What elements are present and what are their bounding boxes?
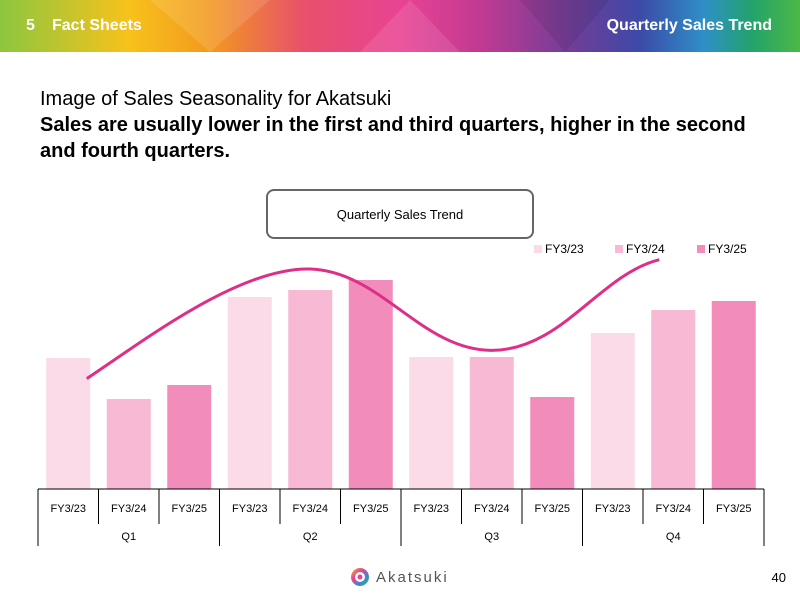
tick-label: FY3/24	[293, 503, 328, 515]
slide-heading: Image of Sales Seasonality for Akatsuki	[40, 88, 392, 110]
legend-label: FY3/24	[626, 242, 665, 256]
legend-swatch	[697, 245, 705, 253]
trend-line	[85, 258, 660, 380]
bar-q4-fy324	[651, 310, 696, 489]
tick-label: FY3/25	[353, 503, 388, 515]
tick-label: FY3/23	[595, 503, 630, 515]
banner-decoration	[150, 0, 270, 52]
bar-q4-fy323	[590, 333, 635, 489]
tick-label: FY3/23	[414, 503, 449, 515]
bar-q1-fy323	[46, 358, 91, 489]
bar-q2-fy323	[227, 297, 272, 489]
bar-q3-fy325	[530, 397, 575, 489]
tick-label: FY3/24	[474, 503, 509, 515]
logo-text: Akatsuki	[376, 568, 449, 586]
chart-title: Quarterly Sales Trend	[266, 189, 534, 239]
slide-subheading: Sales are usually lower in the first and…	[40, 114, 746, 162]
bar-q4-fy325	[711, 301, 756, 489]
akatsuki-logo: Akatsuki	[350, 567, 449, 587]
group-label-q2: Q2	[303, 531, 318, 543]
legend-swatch	[534, 245, 542, 253]
group-label-q1: Q1	[121, 531, 136, 543]
banner-decoration	[360, 0, 460, 52]
tick-label: FY3/24	[111, 503, 146, 515]
legend-label: FY3/25	[708, 242, 747, 256]
page-title: Quarterly Sales Trend	[606, 17, 772, 34]
header-banner: 5 Fact Sheets Quarterly Sales Trend	[0, 0, 800, 52]
tick-label: FY3/23	[232, 503, 267, 515]
legend-swatch	[615, 245, 623, 253]
bar-q2-fy325	[348, 280, 393, 489]
group-label-q4: Q4	[666, 531, 681, 543]
section-title: Fact Sheets	[52, 17, 142, 34]
bar-q2-fy324	[288, 290, 333, 489]
group-label-q3: Q3	[484, 531, 499, 543]
page-number: 40	[771, 570, 786, 585]
banner-decoration	[520, 0, 610, 52]
tick-label: FY3/25	[172, 503, 207, 515]
section-number: 5	[26, 17, 35, 34]
tick-label: FY3/23	[51, 503, 86, 515]
bar-q1-fy324	[106, 399, 151, 489]
tick-label: FY3/25	[716, 503, 751, 515]
legend-label: FY3/23	[545, 242, 584, 256]
tick-label: FY3/25	[535, 503, 570, 515]
bar-q1-fy325	[167, 385, 212, 489]
bar-q3-fy323	[409, 357, 454, 489]
logo-icon	[351, 568, 369, 586]
tick-label: FY3/24	[656, 503, 691, 515]
bar-q3-fy324	[469, 357, 514, 489]
